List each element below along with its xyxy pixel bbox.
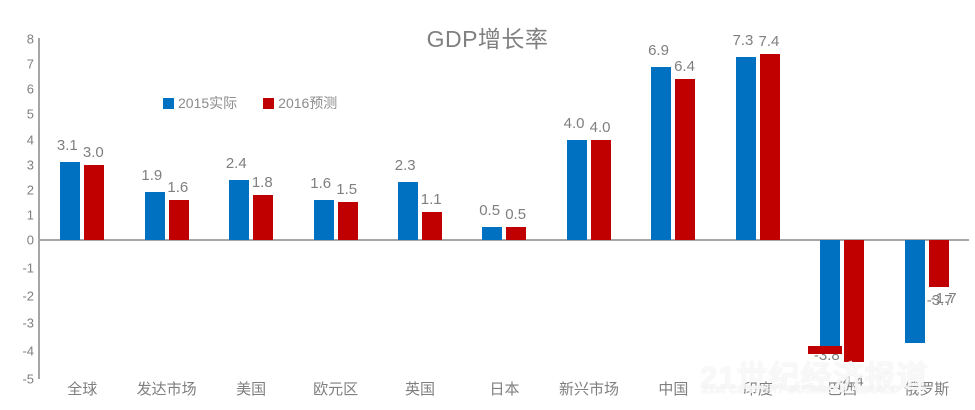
- bar-value-label: 0.5: [479, 202, 501, 220]
- y-axis-tick: -2: [22, 288, 34, 304]
- bar-group: 1.6 1.5: [293, 0, 377, 410]
- y-axis-tick: 3: [26, 157, 34, 173]
- bar-group: 4.0 4.0: [547, 0, 631, 410]
- bar-value-label: 4.0: [563, 114, 585, 132]
- bar-value-label: 1.5: [336, 181, 358, 199]
- bar-value-label: 1.8: [251, 173, 273, 191]
- x-axis-category-label: 印度: [742, 381, 773, 398]
- y-axis-tick: -3: [22, 315, 34, 331]
- x-axis-category-label: 日本: [489, 381, 520, 398]
- bar: [844, 240, 865, 363]
- bar-value-label: -3.8: [813, 346, 840, 364]
- legend-swatch-red: [263, 97, 275, 109]
- y-axis-tick: 1: [26, 207, 34, 223]
- bar-value-label: 3.1: [56, 137, 78, 155]
- bar-value-label: 1.6: [310, 174, 332, 192]
- x-axis-category-label: 发达市场: [136, 381, 197, 398]
- bar-value-label: 7.3: [732, 31, 754, 49]
- bar: [229, 179, 250, 240]
- bar-value-label: -3.7: [926, 292, 953, 310]
- y-axis-tick: 0: [26, 232, 34, 248]
- bar: [651, 66, 672, 240]
- x-axis-category-label: 美国: [236, 381, 267, 398]
- bar-value-label: 1.6: [167, 178, 189, 196]
- legend-item-2016: 2016预测: [263, 93, 337, 113]
- bar-group: 3.1 3.0: [40, 0, 124, 410]
- bar: [144, 192, 165, 240]
- bar: [904, 240, 925, 343]
- bar: [168, 199, 189, 240]
- bar-value-label: 6.4: [674, 58, 695, 76]
- x-axis-category-label: 欧元区: [313, 381, 359, 398]
- bar: [759, 54, 780, 240]
- chart-legend: 2015实际 2016预测: [163, 93, 337, 113]
- bar-value-label: 2.3: [394, 157, 416, 175]
- bar: [422, 212, 443, 240]
- bar-group: 2.3 1.1: [378, 0, 462, 410]
- bar: [60, 162, 81, 240]
- bar-group: 1.9 1.6: [124, 0, 208, 410]
- y-axis-line: [38, 38, 40, 379]
- bar: [337, 202, 358, 240]
- y-axis-tick: 6: [26, 81, 34, 97]
- bar: [506, 227, 527, 240]
- y-axis-tick: -1: [22, 260, 34, 276]
- bar: [566, 139, 587, 240]
- y-axis-tick: -5: [22, 371, 34, 387]
- bar: [928, 240, 949, 288]
- chart-title: GDP增长率: [426, 26, 549, 52]
- bar-value-label: 4.0: [589, 118, 611, 136]
- bar-value-label: 0.5: [505, 206, 527, 224]
- bar-value-label: 1.1: [420, 191, 442, 209]
- y-axis-tick: 7: [26, 56, 34, 72]
- bar: [820, 240, 841, 346]
- bar: [253, 194, 274, 240]
- bar-value-label: 6.9: [648, 41, 669, 59]
- bar-group: -3.7 -1.7: [885, 0, 969, 410]
- y-axis-tick: -4: [22, 343, 34, 359]
- y-axis-tick: 8: [26, 31, 34, 47]
- bar: [590, 139, 611, 240]
- zero-baseline: [38, 239, 969, 241]
- y-axis-tick: 4: [26, 132, 34, 147]
- x-axis-category-label: 新兴市场: [558, 381, 619, 398]
- x-axis-category-label: 全球: [67, 381, 98, 398]
- bar-value-label: -1.7: [930, 290, 957, 308]
- x-axis-category-label: 英国: [405, 381, 436, 398]
- bar: [482, 227, 503, 240]
- bar: [735, 56, 756, 240]
- legend-label-2015: 2015实际: [178, 95, 238, 111]
- bar-value-label: 3.0: [82, 143, 104, 161]
- legend-item-2015: 2015实际: [163, 93, 237, 113]
- bar-value-label: 1.9: [141, 167, 163, 185]
- y-axis-tick: 2: [26, 182, 34, 198]
- bar-group: 0.5 0.5: [462, 0, 546, 410]
- x-axis-category-label: 中国: [658, 381, 689, 398]
- bar: [84, 164, 105, 240]
- y-axis-tick: 5: [26, 106, 34, 122]
- legend-label-2016: 2016预测: [278, 95, 338, 111]
- legend-swatch-blue: [163, 97, 174, 109]
- x-axis-category-label: 俄罗斯: [904, 381, 950, 398]
- bar-group: -3.8 -4.4: [800, 0, 884, 410]
- bar-group: 6.9 6.4: [631, 0, 715, 410]
- bar: [675, 79, 696, 240]
- bar: [313, 199, 334, 240]
- bar-group: 2.4 1.8: [209, 0, 293, 410]
- bar-value-label: 2.4: [225, 154, 247, 172]
- plot-area: 全球 3.1 3.0 发达市场 1.9 1.6 美国 2.4 1.8 欧元区 1.6 1.5 英国 2.3…: [40, 0, 969, 410]
- bar-value-label: 7.4: [758, 33, 780, 51]
- y-axis-tick-labels: 8 7 6 5 4 3 2 1 0 -1 -2 -3 -4 -5: [0, 0, 34, 410]
- x-axis-category-label: 巴西: [827, 381, 858, 398]
- bar-group: 7.3 7.4: [716, 0, 800, 410]
- bar: [398, 182, 419, 240]
- bar-value-label: -4.4: [837, 373, 864, 391]
